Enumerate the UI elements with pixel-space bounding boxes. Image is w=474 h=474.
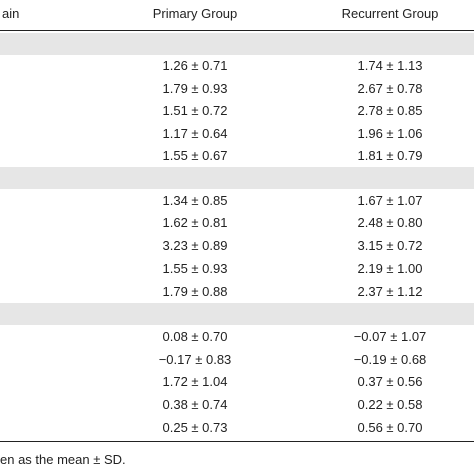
primary-group-header: Primary Group: [152, 6, 238, 21]
table-cell-primary: 1.62 ± 0.81: [162, 215, 228, 230]
table-cell-primary: 1.79 ± 0.93: [162, 81, 228, 96]
table-cell-primary: 1.26 ± 0.71: [162, 58, 228, 73]
recurrent-group-header: Recurrent Group: [341, 6, 439, 21]
table-cell-recurrent: 2.78 ± 0.85: [357, 103, 423, 118]
table-cell-recurrent: 1.81 ± 0.79: [357, 148, 423, 163]
table-cell-primary: 1.79 ± 0.88: [162, 284, 228, 299]
table-cell-primary: −0.17 ± 0.83: [158, 352, 232, 367]
bottom-rule: [0, 441, 474, 442]
section-band-1: [0, 33, 474, 55]
first-column-header: ain: [2, 6, 20, 21]
table-cell-primary: 0.25 ± 0.73: [162, 420, 228, 435]
table-cell-primary: 1.17 ± 0.64: [162, 126, 228, 141]
table-cell-primary: 1.51 ± 0.72: [162, 103, 228, 118]
table-cell-recurrent: 1.96 ± 1.06: [357, 126, 423, 141]
table-cell-primary: 3.23 ± 0.89: [162, 238, 228, 253]
table-cell-primary: 1.34 ± 0.85: [162, 193, 228, 208]
table-cell-recurrent: 0.56 ± 0.70: [357, 420, 423, 435]
table-cell-recurrent: 2.19 ± 1.00: [357, 261, 423, 276]
table-cell-recurrent: 0.22 ± 0.58: [357, 397, 423, 412]
table-cell-primary: 1.72 ± 1.04: [162, 374, 228, 389]
table-cell-recurrent: 2.37 ± 1.12: [357, 284, 423, 299]
table-cell-recurrent: 1.67 ± 1.07: [357, 193, 423, 208]
table-footnote: en as the mean ± SD.: [0, 452, 126, 467]
table-cell-recurrent: −0.19 ± 0.68: [353, 352, 427, 367]
table-cell-recurrent: −0.07 ± 1.07: [353, 329, 427, 344]
table-cell-primary: 0.38 ± 0.74: [162, 397, 228, 412]
section-band-3: [0, 303, 474, 325]
section-band-2: [0, 167, 474, 189]
table-cell-recurrent: 0.37 ± 0.56: [357, 374, 423, 389]
table-cell-recurrent: 1.74 ± 1.13: [357, 58, 423, 73]
table-cell-primary: 1.55 ± 0.93: [162, 261, 228, 276]
header-rule: [0, 30, 474, 31]
table-cell-recurrent: 3.15 ± 0.72: [357, 238, 423, 253]
table-cell-recurrent: 2.48 ± 0.80: [357, 215, 423, 230]
table-cell-primary: 1.55 ± 0.67: [162, 148, 228, 163]
table-cell-primary: 0.08 ± 0.70: [162, 329, 228, 344]
table-cell-recurrent: 2.67 ± 0.78: [357, 81, 423, 96]
